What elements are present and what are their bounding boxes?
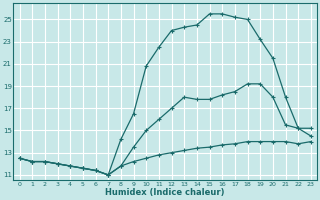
X-axis label: Humidex (Indice chaleur): Humidex (Indice chaleur) — [106, 188, 225, 197]
